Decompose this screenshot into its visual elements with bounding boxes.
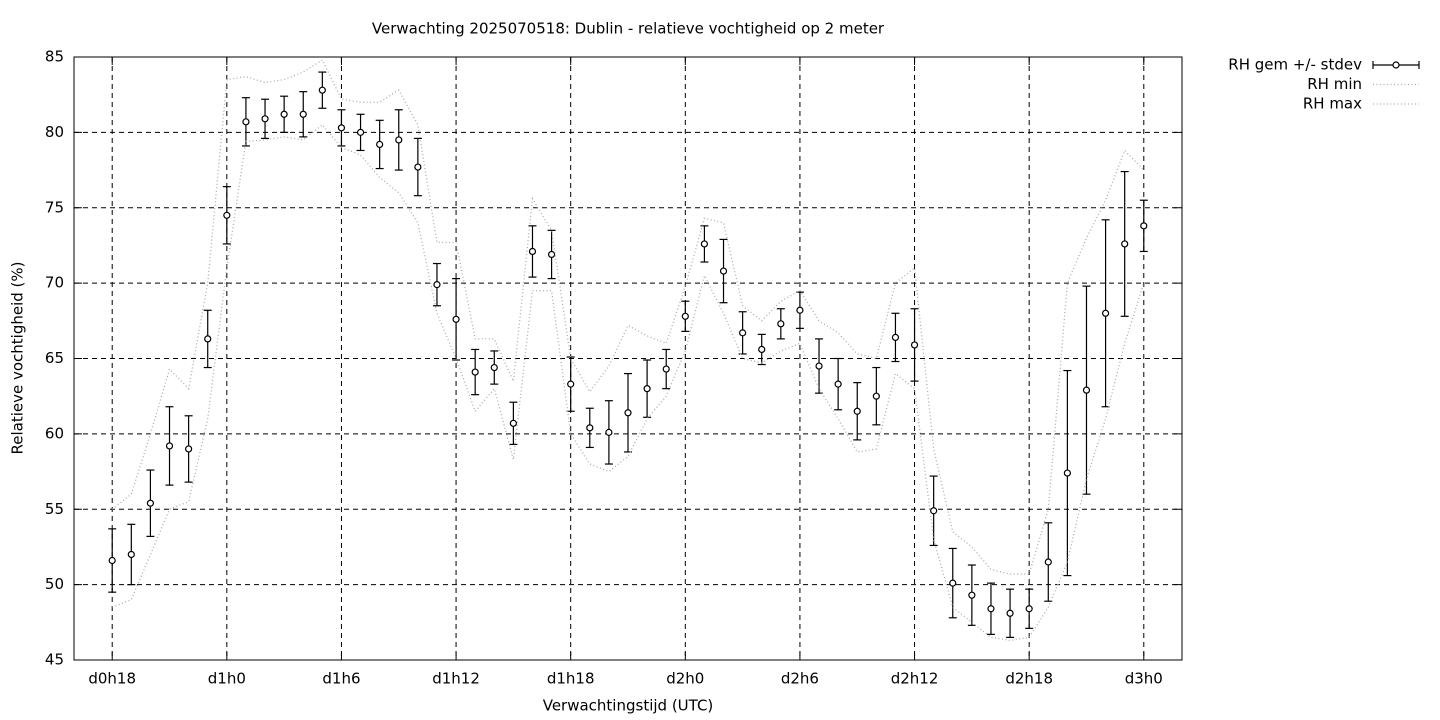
y-axis-label: Relatieve vochtigheid (%) bbox=[9, 261, 27, 454]
point bbox=[376, 140, 384, 149]
point bbox=[261, 115, 269, 123]
point bbox=[1082, 386, 1091, 394]
point bbox=[949, 579, 957, 587]
point bbox=[528, 247, 537, 256]
point bbox=[1140, 222, 1148, 230]
y-tick-label: 75 bbox=[45, 198, 64, 216]
point bbox=[987, 605, 995, 613]
point bbox=[719, 267, 728, 275]
point bbox=[662, 365, 670, 373]
point bbox=[872, 392, 880, 400]
point bbox=[1101, 309, 1110, 317]
x-tick-label: d1h6 bbox=[322, 670, 360, 688]
point bbox=[1006, 609, 1014, 617]
point bbox=[490, 363, 498, 372]
x-tick-label: d2h12 bbox=[891, 670, 939, 688]
x-tick-label: d2h6 bbox=[781, 670, 819, 688]
y-tick-label: 55 bbox=[45, 500, 64, 518]
y-tick-label: 70 bbox=[45, 274, 64, 292]
legend-label: RH min bbox=[1307, 75, 1362, 93]
point bbox=[586, 424, 594, 432]
point bbox=[605, 428, 613, 436]
point bbox=[681, 312, 689, 320]
point bbox=[1063, 469, 1071, 477]
point bbox=[1121, 240, 1129, 248]
series-line bbox=[111, 123, 1145, 642]
point bbox=[834, 380, 842, 388]
point bbox=[165, 442, 174, 450]
point bbox=[242, 118, 250, 126]
point bbox=[204, 335, 212, 343]
chart-title: Verwachting 2025070518: Dublin - relatie… bbox=[372, 20, 885, 38]
point bbox=[777, 320, 785, 328]
point bbox=[891, 333, 900, 341]
point bbox=[796, 306, 804, 314]
point bbox=[356, 128, 365, 136]
point bbox=[739, 329, 747, 337]
y-tick-label: 65 bbox=[45, 349, 64, 367]
y-tick-label: 80 bbox=[45, 123, 64, 141]
point bbox=[280, 110, 288, 118]
legend-label: RH max bbox=[1303, 95, 1362, 113]
y-tick-label: 85 bbox=[45, 48, 64, 66]
point bbox=[146, 499, 155, 507]
point bbox=[853, 407, 861, 415]
point bbox=[509, 419, 517, 427]
x-tick-label: d0h18 bbox=[88, 670, 136, 688]
point bbox=[433, 281, 441, 289]
point bbox=[414, 163, 422, 171]
point bbox=[1044, 558, 1052, 566]
series-line bbox=[111, 59, 1145, 575]
point bbox=[910, 341, 919, 349]
x-tick-label: d2h18 bbox=[1005, 670, 1053, 688]
point bbox=[700, 240, 709, 248]
point bbox=[318, 86, 326, 94]
point bbox=[815, 362, 823, 370]
point bbox=[624, 409, 632, 417]
point bbox=[643, 385, 651, 393]
plot-frame bbox=[73, 56, 1183, 661]
x-tick-label: d1h18 bbox=[547, 670, 595, 688]
x-tick-label: d2h0 bbox=[666, 670, 704, 688]
point bbox=[471, 368, 479, 376]
x-tick-label: d1h12 bbox=[432, 670, 480, 688]
point bbox=[567, 380, 575, 388]
point bbox=[299, 110, 307, 118]
point bbox=[968, 591, 976, 599]
point bbox=[108, 556, 116, 565]
point bbox=[223, 211, 231, 219]
y-tick-label: 60 bbox=[45, 424, 64, 442]
y-tick-label: 45 bbox=[45, 651, 64, 669]
legend-label: RH gem +/- stdev bbox=[1228, 56, 1362, 74]
point bbox=[395, 136, 403, 144]
point bbox=[547, 250, 556, 259]
point bbox=[452, 315, 460, 323]
point bbox=[127, 550, 135, 559]
point bbox=[337, 124, 346, 132]
y-tick-label: 50 bbox=[45, 575, 64, 593]
x-axis-label: Verwachtingstijd (UTC) bbox=[543, 697, 714, 715]
point bbox=[1025, 605, 1033, 613]
point bbox=[758, 345, 766, 354]
legend-swatch bbox=[1392, 61, 1400, 69]
point bbox=[185, 445, 193, 453]
x-tick-label: d1h0 bbox=[208, 670, 246, 688]
x-tick-label: d3h0 bbox=[1125, 670, 1163, 688]
point bbox=[930, 507, 938, 515]
